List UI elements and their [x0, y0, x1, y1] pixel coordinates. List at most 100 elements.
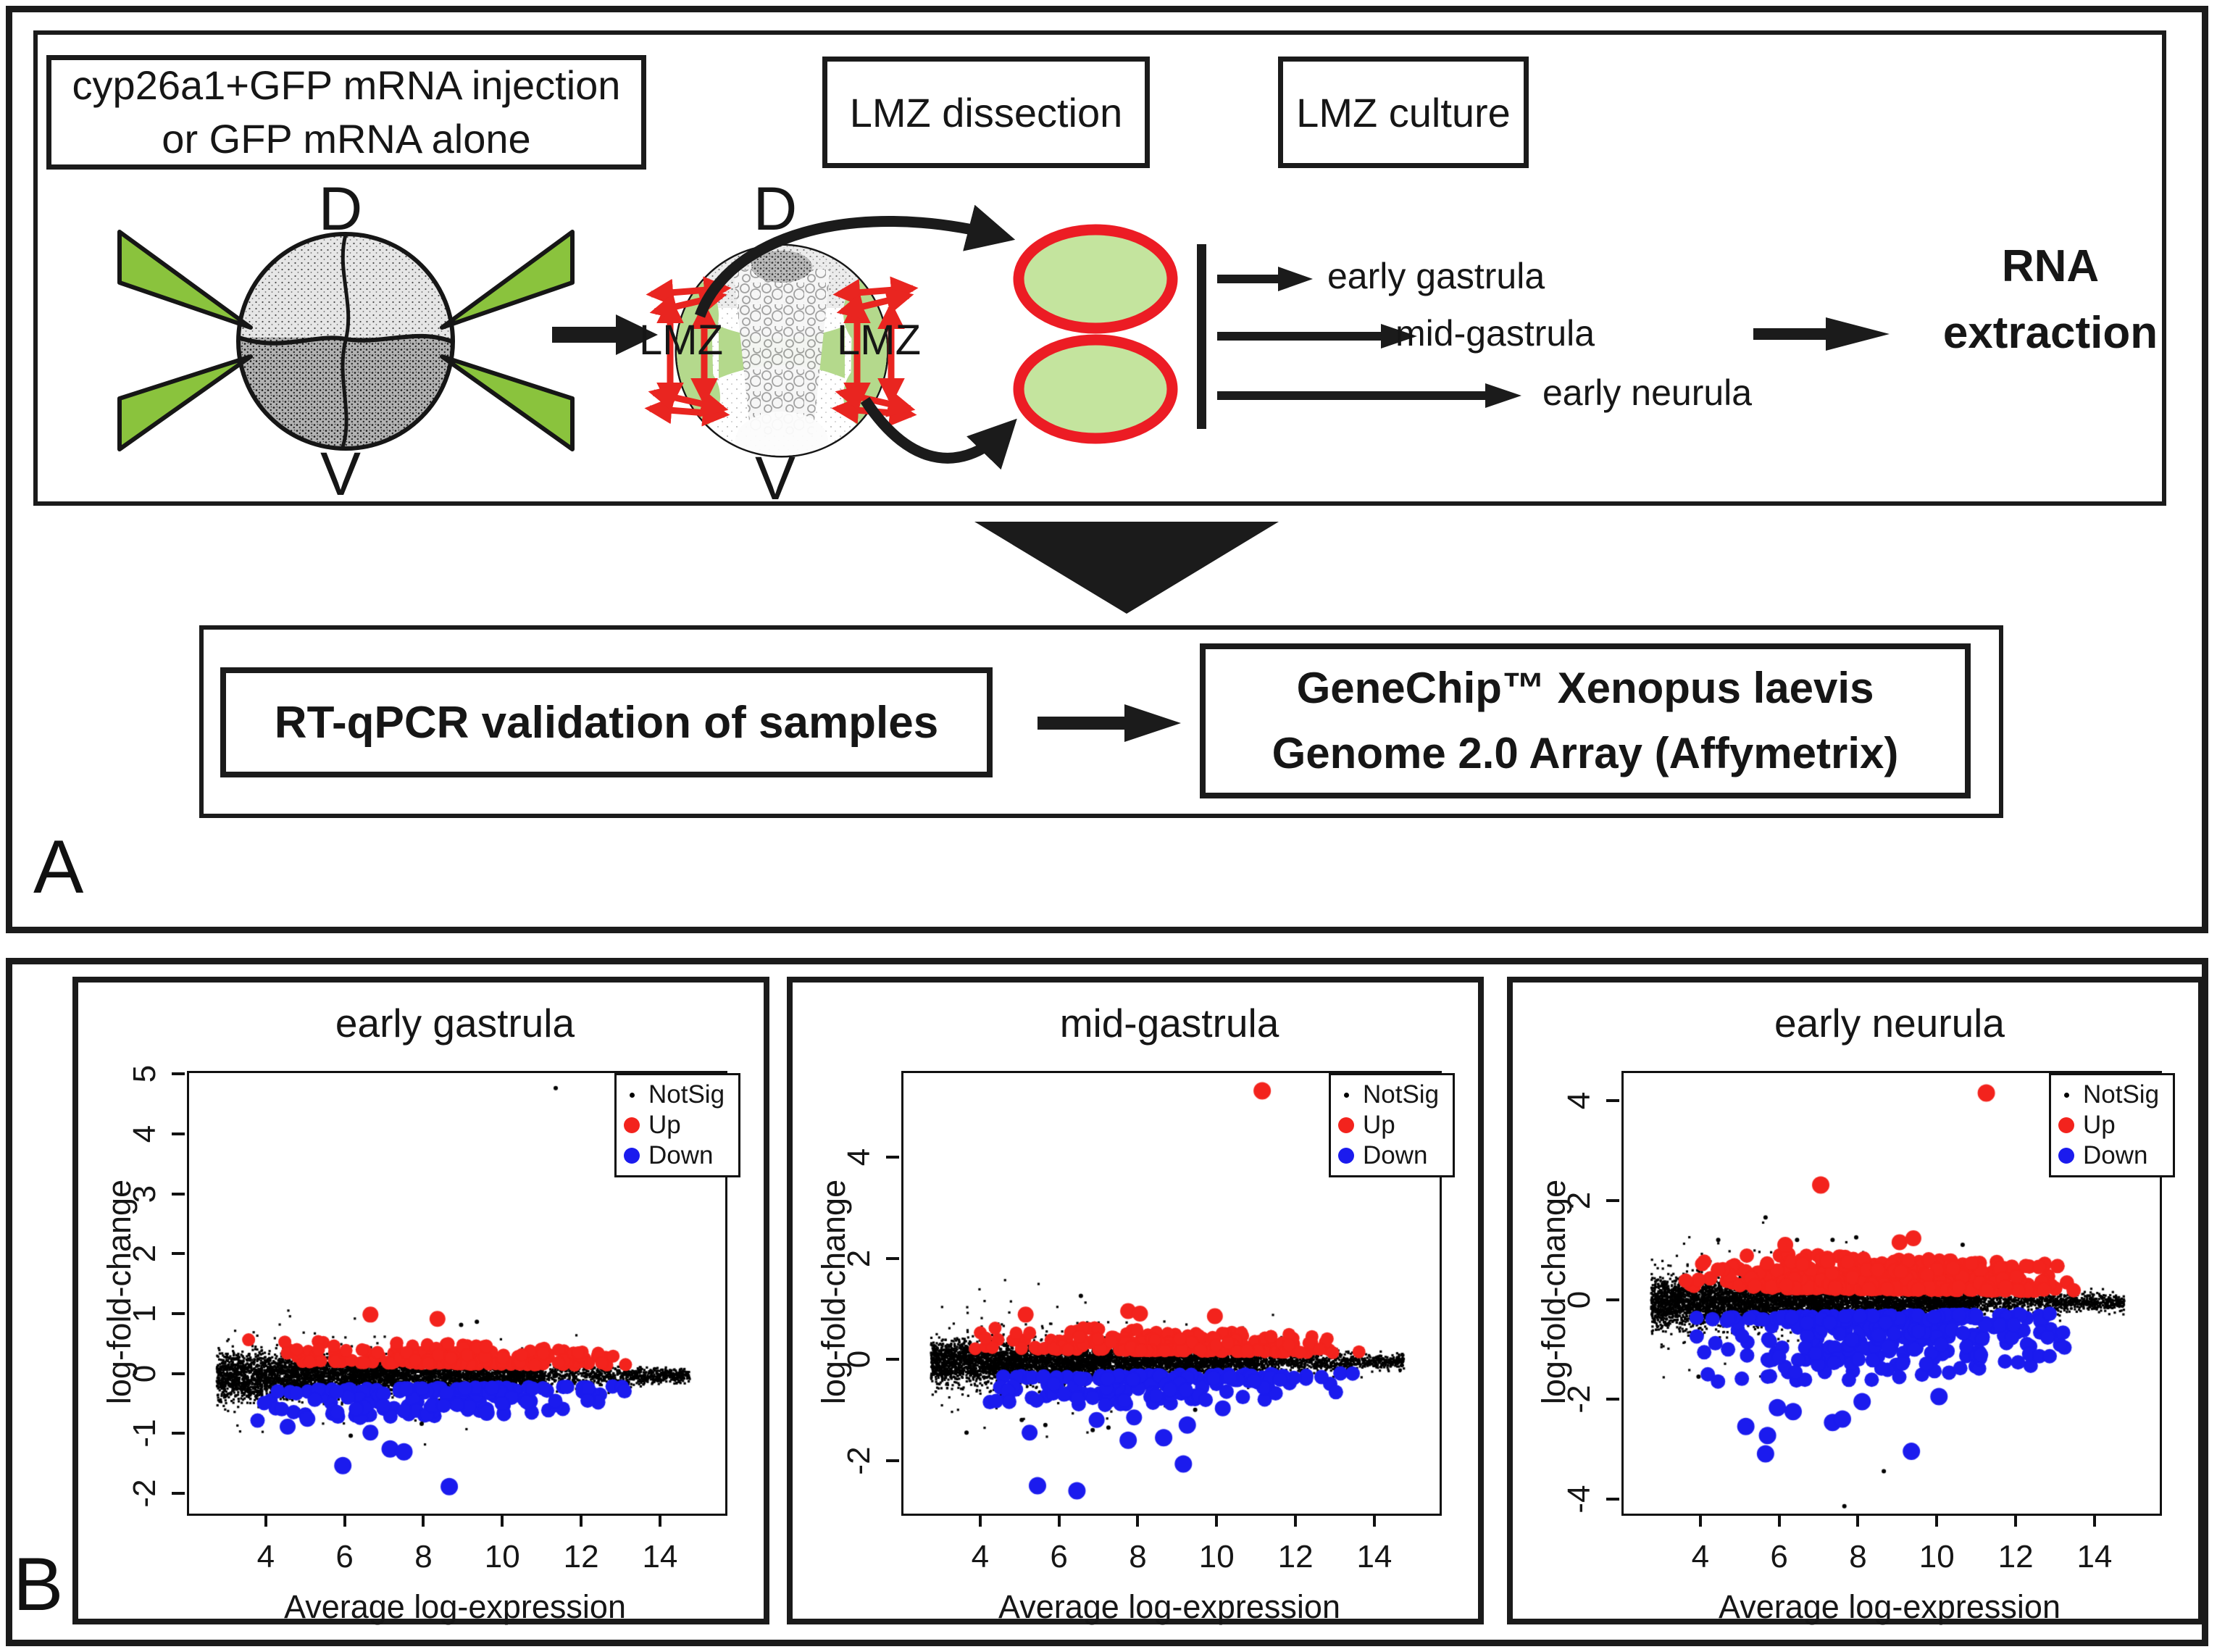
y-tick [1606, 1497, 1619, 1501]
injection-needle-icons [117, 230, 575, 451]
y-tick-label: 3 [127, 1185, 162, 1203]
legend-row: Down [624, 1141, 734, 1169]
workflow-box [33, 30, 2166, 506]
plot-title: early gastrula [335, 1001, 575, 1046]
explant-arrow-top-icon [694, 204, 1016, 318]
plot-title: mid-gastrula [1059, 1001, 1279, 1046]
y-tick [886, 1459, 899, 1463]
y-tick [1606, 1398, 1619, 1401]
plot-legend: NotSig Up Down [2049, 1073, 2175, 1177]
legend-marker-notsig-icon [629, 1092, 635, 1098]
genechip-box: GeneChip™ Xenopus laevis Genome 2.0 Arra… [1200, 643, 1971, 798]
legend-row: Down [1338, 1141, 1448, 1169]
x-tick-label: 12 [1997, 1539, 2034, 1574]
legend-row: NotSig [2058, 1080, 2168, 1109]
legend-label: NotSig [1363, 1080, 1440, 1109]
legend-marker-notsig-icon [2063, 1092, 2069, 1098]
plot-title: early neurula [1774, 1001, 2005, 1046]
y-tick [172, 1132, 185, 1135]
y-tick-label: 0 [841, 1351, 877, 1369]
x-tick-label: 4 [1691, 1539, 1710, 1574]
y-tick-label: 4 [841, 1148, 877, 1167]
y-tick-label: -1 [127, 1419, 162, 1448]
y-tick [172, 1432, 185, 1435]
dissection-box: LMZ dissection [822, 57, 1150, 168]
x-tick [2014, 1514, 2018, 1527]
y-tick [172, 1252, 185, 1256]
x-tick-label: 8 [1129, 1539, 1147, 1574]
y-tick [886, 1155, 899, 1159]
genechip-box-line2: Genome 2.0 Array (Affymetrix) [1272, 729, 1899, 777]
x-tick-label: 12 [1277, 1539, 1314, 1574]
y-tick-label: 5 [127, 1064, 162, 1083]
x-tick-label: 4 [971, 1539, 990, 1574]
embryo2-dorsal-label: D [753, 175, 798, 243]
rna-extraction-line2: extraction [1942, 308, 2158, 358]
y-tick-label: 4 [127, 1125, 162, 1143]
y-tick [172, 1072, 185, 1076]
x-tick-label: 10 [1198, 1539, 1235, 1574]
explant-oval-2 [1013, 334, 1178, 444]
x-tick [1294, 1514, 1298, 1527]
rna-extraction-line1: RNA [2001, 241, 2100, 291]
injection-box: cyp26a1+GFP mRNA injection or GFP mRNA a… [46, 55, 646, 170]
timepoint-mid-gastrula: mid-gastrula [1395, 313, 1595, 354]
legend-marker-notsig-icon [1343, 1092, 1349, 1098]
legend-row: NotSig [624, 1080, 734, 1109]
panel-a-frame [6, 6, 2208, 933]
x-tick [2092, 1514, 2096, 1527]
legend-label: Up [2083, 1111, 2116, 1139]
x-tick [1372, 1514, 1376, 1527]
x-tick [1136, 1514, 1140, 1527]
legend-label: Up [648, 1111, 681, 1139]
y-tick [172, 1312, 185, 1316]
culture-timeline [1197, 244, 1206, 429]
genechip-box-line1: GeneChip™ Xenopus laevis [1296, 664, 1874, 712]
plot-legend: NotSig Up Down [614, 1073, 740, 1177]
x-tick [658, 1514, 661, 1527]
explant-oval-1 [1013, 224, 1178, 334]
injection-box-line1: cyp26a1+GFP mRNA injection [72, 62, 621, 108]
rna-extraction-label: RNA extraction [1905, 233, 2195, 367]
ma-plot-early-neurula: early neurula log-fold-change 4 6 8 10 12 14-… [1507, 977, 2204, 1625]
x-tick-label: 8 [1849, 1539, 1867, 1574]
arrow-to-dissection-icon [552, 314, 658, 355]
legend-marker-up-icon [1338, 1117, 1354, 1133]
explant-arrow-bottom-icon [860, 396, 1017, 470]
y-tick-label: 2 [127, 1245, 162, 1263]
timepoint-early-gastrula: early gastrula [1327, 256, 1545, 296]
x-tick [422, 1514, 425, 1527]
y-tick [886, 1256, 899, 1260]
y-tick-label: 0 [1561, 1290, 1597, 1309]
workflow-diagram [117, 204, 1890, 742]
y-tick [172, 1372, 185, 1375]
legend-row: Up [1338, 1111, 1448, 1139]
rna-arrow-icon [1753, 317, 1890, 351]
embryo2-ventral-label: V [754, 444, 796, 512]
x-tick [580, 1514, 583, 1527]
x-tick-label: 4 [256, 1539, 275, 1574]
embryo1-dorsal-label: D [318, 175, 363, 243]
y-tick [172, 1492, 185, 1495]
embryo1-ventral-label: V [320, 440, 362, 508]
x-tick [1698, 1514, 1702, 1527]
y-tick-label: 2 [1561, 1191, 1597, 1209]
timepoint-early-neurula: early neurula [1542, 372, 1753, 413]
culture-arrow-2-icon [1217, 324, 1417, 349]
y-tick [1606, 1198, 1619, 1202]
legend-marker-up-icon [624, 1117, 640, 1133]
row2-arrow-icon [1037, 704, 1181, 742]
y-tick-label: 4 [1561, 1091, 1597, 1110]
y-tick-label: -4 [1561, 1485, 1597, 1514]
x-tick-label: 14 [2076, 1539, 2113, 1574]
x-tick-label: 12 [563, 1539, 599, 1574]
x-axis-label: Average log-expression [998, 1588, 1340, 1625]
legend-row: Down [2058, 1141, 2168, 1169]
y-tick [1606, 1298, 1619, 1302]
panel-b-frame [6, 958, 2208, 1646]
ma-plot-mid-gastrula: mid-gastrula log-fold-change 4 6 8 10 12 14 -2… [787, 977, 1484, 1625]
x-tick [1057, 1514, 1061, 1527]
legend-label: NotSig [2083, 1080, 2160, 1109]
y-tick-label: 0 [127, 1364, 162, 1382]
legend-label: Down [1363, 1141, 1428, 1169]
